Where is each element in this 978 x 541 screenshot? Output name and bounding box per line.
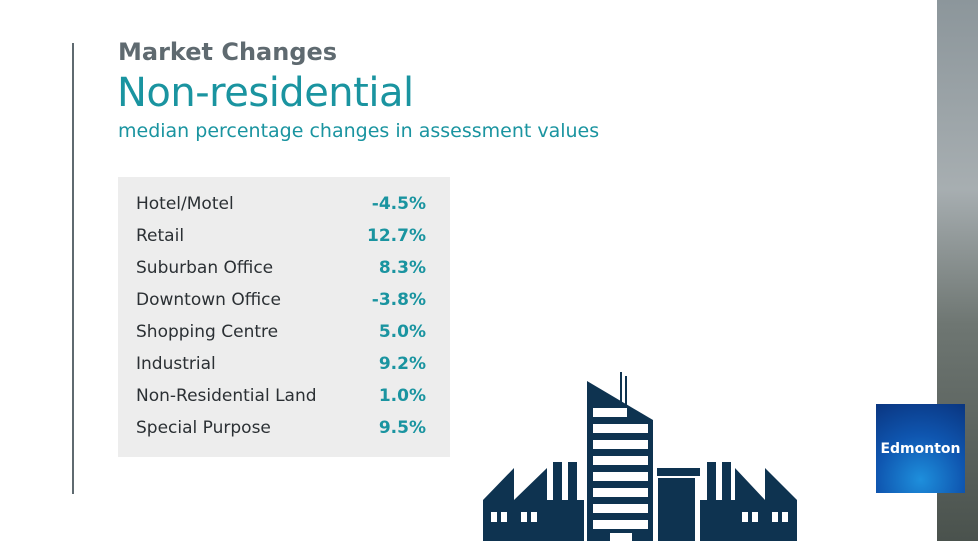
row-label: Downtown Office xyxy=(136,290,281,310)
logo-text: Edmonton xyxy=(880,440,961,457)
table-row: Industrial 9.2% xyxy=(136,348,426,380)
row-label: Hotel/Motel xyxy=(136,194,234,214)
table-row: Hotel/Motel -4.5% xyxy=(136,188,426,220)
page-title: Non-residential xyxy=(117,70,414,116)
row-value: 9.2% xyxy=(378,354,426,374)
table-row: Non-Residential Land 1.0% xyxy=(136,380,426,412)
row-value: -3.8% xyxy=(371,290,426,310)
table-row: Retail 12.7% xyxy=(136,220,426,252)
row-value: 9.5% xyxy=(378,418,426,438)
row-value: -4.5% xyxy=(371,194,426,214)
edmonton-logo: Edmonton xyxy=(876,404,965,493)
row-value: 12.7% xyxy=(367,226,426,246)
table-row: Suburban Office 8.3% xyxy=(136,252,426,284)
section-kicker: Market Changes xyxy=(118,38,338,66)
row-label: Non-Residential Land xyxy=(136,386,317,406)
table-row: Downtown Office -3.8% xyxy=(136,284,426,316)
row-label: Suburban Office xyxy=(136,258,274,278)
accent-divider xyxy=(72,43,74,494)
row-label: Retail xyxy=(136,226,185,246)
row-label: Special Purpose xyxy=(136,418,271,438)
row-value: 5.0% xyxy=(378,322,426,342)
row-label: Industrial xyxy=(136,354,216,374)
changes-table: Hotel/Motel -4.5% Retail 12.7% Suburban Of… xyxy=(118,177,450,457)
row-label: Shopping Centre xyxy=(136,322,279,342)
row-value: 8.3% xyxy=(378,258,426,278)
table-row: Shopping Centre 5.0% xyxy=(136,316,426,348)
page-subtitle: median percentage changes in assessment … xyxy=(118,120,600,142)
row-value: 1.0% xyxy=(378,386,426,406)
table-row: Special Purpose 9.5% xyxy=(136,412,426,444)
